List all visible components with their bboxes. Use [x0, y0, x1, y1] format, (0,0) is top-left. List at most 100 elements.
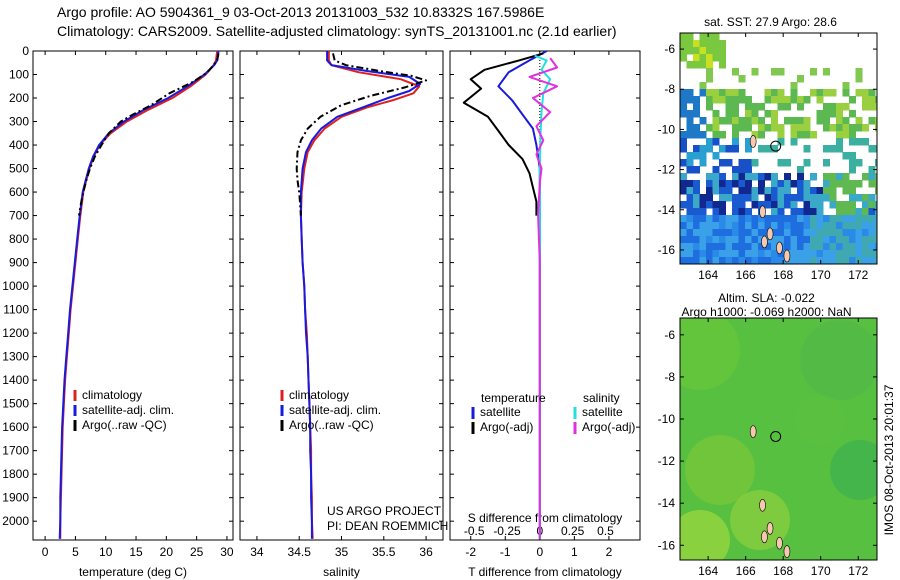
map-cell: [699, 117, 707, 125]
map-cell: [849, 222, 856, 230]
map-cell: [693, 201, 700, 209]
map-cell: [875, 208, 877, 216]
map-cell: [803, 124, 811, 132]
map-cell: [842, 82, 850, 90]
map-cell: [829, 243, 837, 251]
map-cell: [751, 117, 759, 125]
sla-blob: [800, 320, 877, 400]
map-cell: [686, 89, 694, 97]
legend-label: climatology: [82, 388, 142, 402]
map-cell: [790, 89, 798, 97]
map-cell: [758, 173, 765, 181]
map-cell: [738, 215, 746, 223]
map-cell: [868, 117, 876, 125]
y-tick-label: 1100: [3, 303, 29, 317]
map-cell: [725, 187, 733, 195]
map-cell: [875, 117, 877, 125]
map-cell: [777, 257, 785, 264]
map-cell: [836, 145, 843, 153]
map-cell: [790, 117, 798, 125]
map-cell: [745, 124, 752, 132]
map-cell: [719, 215, 726, 223]
map-cell: [764, 110, 772, 118]
map-cell: [706, 236, 713, 244]
map-y-tick-label: -6: [664, 328, 675, 342]
series-line: [528, 57, 559, 539]
map-cell: [855, 75, 863, 83]
map-x-tick-label: 172: [848, 564, 868, 578]
map-cell: [745, 250, 752, 258]
map-cell: [810, 194, 817, 202]
legend-title-salinity: salinity: [583, 391, 620, 405]
map-cell: [777, 138, 785, 146]
map-cell: [842, 201, 850, 209]
map-cell: [797, 117, 804, 125]
x-axis-label: temperature (deg C): [79, 565, 187, 579]
map-cell: [868, 222, 876, 230]
map-cell: [738, 180, 746, 188]
map-cell: [868, 166, 876, 174]
map-cell: [816, 250, 824, 258]
map-cell: [706, 103, 713, 111]
map-cell: [719, 222, 726, 230]
map-cell: [875, 236, 877, 244]
map-cell: [719, 117, 726, 125]
map-cell: [771, 194, 778, 202]
map-cell: [712, 243, 720, 251]
map-cell: [797, 187, 804, 195]
map-cell: [855, 215, 863, 223]
map-cell: [764, 145, 772, 153]
map-cell: [699, 82, 707, 90]
map-cell: [849, 159, 856, 167]
map-cell: [686, 180, 694, 188]
map-cell: [855, 194, 863, 202]
map-cell: [738, 257, 746, 264]
map-cell: [712, 89, 720, 97]
map-cell: [764, 215, 772, 223]
map-cell: [758, 187, 765, 195]
map-cell: [693, 215, 700, 223]
map-cell: [693, 47, 700, 55]
map-cell: [680, 229, 687, 237]
map-cell: [771, 187, 778, 195]
map-cell: [829, 180, 837, 188]
map-cell: [777, 103, 785, 111]
map-cell: [706, 243, 713, 251]
map-cell: [849, 187, 856, 195]
map-cell: [764, 89, 772, 97]
map-cell: [712, 166, 720, 174]
map-cell: [706, 89, 713, 97]
map-cell: [816, 222, 824, 230]
map-cell: [868, 201, 876, 209]
sla-map: -6 -8 -10 -12 -14 -16 164 166 168 170 172 Altim. SL…: [658, 291, 878, 578]
map-cell: [712, 215, 720, 223]
map-cell: [797, 215, 804, 223]
map-cell: [738, 117, 746, 125]
map-cell: [862, 229, 869, 237]
map-cell: [868, 173, 876, 181]
imos-timestamp-label: IMOS 08-Oct-2013 20:01:37: [882, 384, 896, 535]
map-cell: [680, 243, 687, 251]
s-diff-tick-label: 0.25: [561, 524, 585, 538]
map-cell: [686, 110, 694, 118]
map-cell: [784, 229, 791, 237]
map-cell: [686, 166, 694, 174]
map-cell: [693, 103, 700, 111]
x-tick-label: 0: [536, 545, 543, 559]
map-cell: [680, 47, 687, 55]
map-cell: [771, 117, 778, 125]
legend-label: Argo(-adj): [480, 420, 533, 434]
map-cell: [719, 194, 726, 202]
map-cell: [693, 131, 700, 139]
map-cell: [719, 89, 726, 97]
map-cell: [693, 61, 700, 69]
map-cell: [732, 131, 739, 139]
legend-label: satellite-adj. clim.: [289, 403, 381, 417]
map-cell: [680, 187, 687, 195]
map-cell: [738, 243, 746, 251]
y-tick-label: 400: [9, 138, 29, 152]
map-cell: [719, 208, 726, 216]
annotation-project: US ARGO PROJECT: [327, 504, 442, 518]
map-cell: [842, 89, 850, 97]
map-cell: [823, 229, 830, 237]
